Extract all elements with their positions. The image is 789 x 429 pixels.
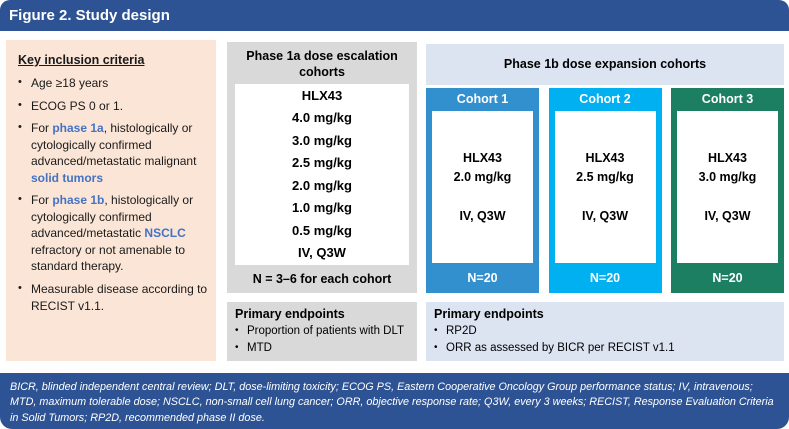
bullet-text: ECOG PS 0 or 1.	[31, 98, 124, 113]
bullet-text-plain: , histologically or cytologically confir…	[31, 193, 194, 241]
phase1a-endpoints-panel: Primary endpoints • Proportion of patien…	[227, 302, 417, 361]
key-inclusion-criteria-panel: Key inclusion criteria • Age ≥18 years •…	[6, 40, 216, 361]
inclusion-bullet-phase1b: • For phase 1b, histologically or cytolo…	[18, 192, 208, 275]
cohort-3-box: Cohort 3 HLX43 3.0 mg/kg IV, Q3W N=20	[671, 88, 784, 293]
endpoint-text: ORR as assessed by BICR per RECIST v1.1	[446, 341, 675, 354]
cohort-dose-box: HLX43 3.0 mg/kg IV, Q3W	[677, 111, 778, 263]
endpoint-item: • ORR as assessed by BICR per RECIST v1.…	[434, 340, 776, 357]
bullet-icon: •	[18, 121, 22, 134]
abbreviations-footnote: BICR, blinded independent central review…	[0, 373, 789, 429]
phase1a-escalation-panel: Phase 1a dose escalation cohorts HLX43 4…	[227, 42, 417, 293]
dose-level: 3.0 mg/kg	[698, 169, 757, 184]
endpoint-text: RP2D	[446, 325, 477, 337]
nsclc-accent: NSCLC	[144, 226, 186, 241]
bullet-icon: •	[18, 282, 22, 295]
endpoints-title: Primary endpoints	[235, 307, 345, 321]
bullet-icon: •	[434, 341, 438, 353]
bullet-icon: •	[18, 98, 22, 111]
bullet-icon: •	[18, 76, 22, 88]
cohort-2-box: Cohort 2 HLX43 2.5 mg/kg IV, Q3W N=20	[548, 88, 662, 293]
cohort-dose-box: HLX43 2.5 mg/kg IV, Q3W	[554, 111, 656, 263]
cohort-label: Cohort 2	[579, 92, 631, 106]
dosing-schedule: IV, Q3W	[581, 208, 629, 223]
bullet-text-plain: , histologically or cytologically confir…	[31, 121, 197, 169]
dose-level: 2.0 mg/kg	[292, 177, 352, 193]
endpoint-text: Proportion of patients with DLT	[247, 325, 405, 337]
inclusion-bullet-age: • Age ≥18 years	[18, 75, 208, 92]
dose-level: 1.0 mg/kg	[292, 200, 352, 216]
dose-level: 2.5 mg/kg	[576, 169, 634, 184]
solid-tumors-accent: solid tumors	[31, 170, 104, 185]
cohort-sample-size: N=20	[712, 271, 743, 285]
phase1a-cohort-size: N = 3–6 for each cohort	[252, 272, 392, 286]
bullet-text-plain: For	[31, 193, 53, 208]
phase1b-title: Phase 1b dose expansion cohorts	[426, 44, 784, 85]
dose-level: 3.0 mg/kg	[292, 132, 352, 148]
inclusion-bullet-measurable: • Measurable disease according to RECIST…	[18, 281, 208, 314]
bullet-icon: •	[235, 341, 239, 353]
inclusion-title: Key inclusion criteria	[18, 53, 145, 67]
drug-name: HLX43	[585, 150, 625, 165]
phase1a-title: Phase 1a dose escalation cohorts	[246, 49, 398, 79]
bullet-icon: •	[18, 193, 22, 206]
inclusion-bullet-ecog: • ECOG PS 0 or 1.	[18, 98, 208, 115]
bullet-icon: •	[235, 325, 239, 336]
bullet-text: Age ≥18 years	[31, 76, 109, 90]
dose-level: 2.5 mg/kg	[292, 155, 352, 171]
bullet-text-plain: For	[31, 121, 53, 136]
inclusion-bullet-phase1a: • For phase 1a, histologically or cytolo…	[18, 120, 208, 186]
figure-title: Figure 2. Study design	[0, 0, 789, 31]
phase1b-cohort-row: Cohort 1 HLX43 2.0 mg/kg IV, Q3W N=20 Co…	[426, 88, 784, 293]
endpoints-title: Primary endpoints	[434, 307, 544, 321]
bullet-text-plain: refractory or not amenable to standard t…	[31, 242, 186, 274]
cohort-label: Cohort 3	[701, 92, 754, 106]
bullet-text: For phase 1b, histologically or cytologi…	[31, 192, 208, 275]
endpoint-item: • RP2D	[434, 323, 776, 340]
drug-name: HLX43	[463, 150, 502, 165]
cohort-1-box: Cohort 1 HLX43 2.0 mg/kg IV, Q3W N=20	[426, 88, 539, 293]
dosing-schedule: IV, Q3W	[459, 208, 506, 223]
dose-level: 0.5 mg/kg	[292, 222, 352, 238]
endpoint-item: • MTD	[235, 340, 409, 357]
dose-level: 4.0 mg/kg	[292, 110, 352, 126]
cohort-dose-box: HLX43 2.0 mg/kg IV, Q3W	[432, 111, 533, 263]
endpoint-text: MTD	[247, 341, 272, 354]
bullet-text: For phase 1a, histologically or cytologi…	[31, 120, 208, 186]
cohort-sample-size: N=20	[589, 271, 621, 285]
bullet-icon: •	[434, 325, 438, 336]
dosing-schedule: IV, Q3W	[298, 245, 346, 261]
endpoint-item: • Proportion of patients with DLT	[235, 323, 409, 340]
cohort-sample-size: N=20	[467, 271, 498, 285]
dosing-schedule: IV, Q3W	[704, 208, 751, 223]
bullet-text: Measurable disease according to RECIST v…	[31, 282, 208, 313]
drug-name: HLX43	[301, 87, 343, 103]
phase-1b-accent: phase 1b	[52, 193, 105, 208]
dose-level: 2.0 mg/kg	[453, 169, 512, 184]
phase-1a-accent: phase 1a	[52, 121, 104, 136]
phase1a-dose-box: HLX43 4.0 mg/kg 3.0 mg/kg 2.5 mg/kg 2.0 …	[235, 84, 409, 265]
cohort-label: Cohort 1	[456, 92, 509, 106]
drug-name: HLX43	[708, 150, 747, 165]
phase1b-endpoints-panel: Primary endpoints • RP2D • ORR as assess…	[426, 302, 784, 361]
